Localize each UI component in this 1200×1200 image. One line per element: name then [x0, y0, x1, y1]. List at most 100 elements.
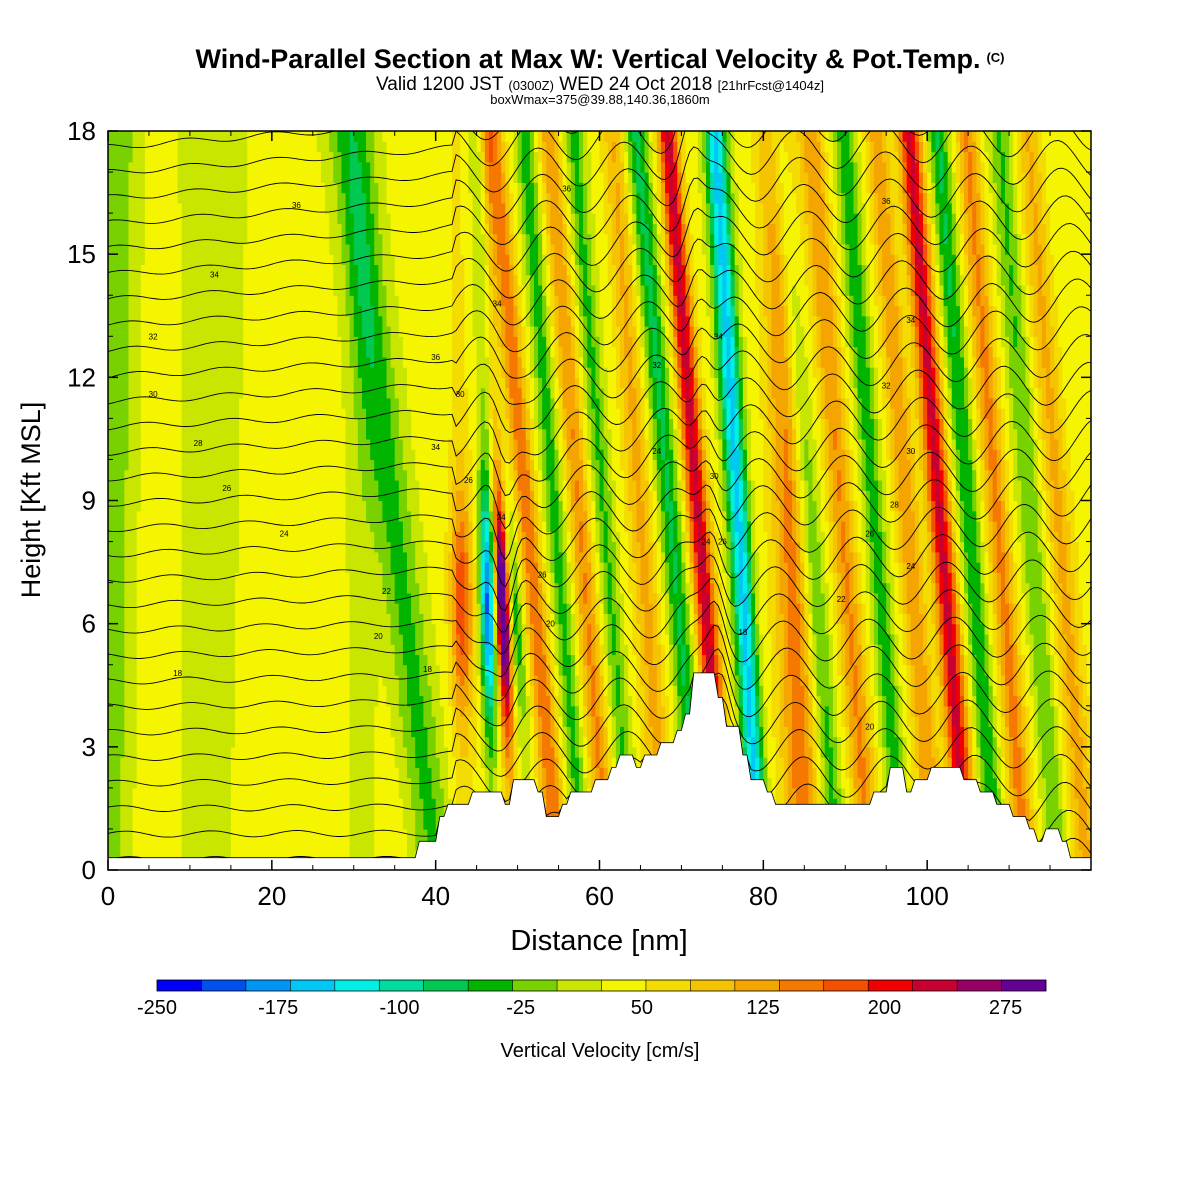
heatmap-cell: [185, 377, 191, 389]
heatmap-cell: [370, 726, 375, 738]
heatmap-cell: [300, 531, 306, 543]
heatmap-cell: [198, 808, 203, 820]
heatmap-cell: [357, 798, 363, 810]
heatmap-cell: [189, 551, 195, 563]
heatmap-cell: [116, 736, 121, 748]
heatmap-cell: [300, 705, 306, 717]
heatmap-cell: [214, 746, 220, 758]
heatmap-cell: [153, 603, 158, 614]
heatmap-cell: [169, 223, 175, 235]
heatmap-cell: [259, 479, 265, 491]
heatmap-cell: [341, 551, 347, 563]
heatmap-cell: [226, 674, 232, 686]
heatmap-cell: [361, 213, 367, 224]
heatmap-cell: [185, 839, 191, 851]
heatmap-cell: [234, 685, 240, 697]
chart-title: Wind-Parallel Section at Max W: Vertical…: [0, 44, 1200, 75]
heatmap-cell: [333, 397, 338, 409]
heatmap-cell: [357, 818, 363, 830]
heatmap-cell: [304, 192, 310, 204]
heatmap-cell: [169, 582, 175, 594]
heatmap-cell: [312, 490, 318, 502]
heatmap-cell: [161, 541, 166, 553]
heatmap-cell: [136, 264, 142, 276]
heatmap-cell: [386, 141, 392, 153]
heatmap-cell: [357, 613, 363, 625]
heatmap-cell: [157, 367, 162, 378]
heatmap-cell: [366, 326, 371, 337]
heatmap-cell: [177, 305, 183, 317]
heatmap-cell: [194, 397, 199, 409]
heatmap-cell: [304, 264, 310, 276]
heatmap-cell: [300, 510, 306, 522]
heatmap-cell: [292, 469, 298, 481]
heatmap-cell: [247, 469, 252, 481]
heatmap-cell: [378, 705, 384, 717]
heatmap-cell: [243, 254, 248, 266]
heatmap-cell: [144, 777, 150, 789]
heatmap-cell: [194, 757, 199, 768]
heatmap-cell: [157, 397, 162, 409]
heatmap-cell: [374, 521, 379, 532]
heatmap-cell: [333, 438, 338, 450]
heatmap-cell: [345, 541, 351, 553]
velocity-heatmap: [108, 131, 1091, 870]
heatmap-cell: [140, 305, 146, 317]
heatmap-cell: [116, 428, 121, 440]
heatmap-cell: [206, 695, 211, 707]
heatmap-cell: [263, 438, 269, 450]
heatmap-cell: [218, 418, 224, 430]
heatmap-cell: [153, 356, 158, 368]
heatmap-cell: [386, 541, 392, 553]
heatmap-cell: [382, 459, 388, 471]
heatmap-cell: [300, 131, 306, 142]
heatmap-cell: [386, 613, 392, 625]
heatmap-cell: [374, 767, 379, 779]
heatmap-cell: [353, 202, 359, 214]
heatmap-cell: [153, 736, 158, 748]
heatmap-cell: [357, 849, 363, 861]
heatmap-cell: [136, 787, 142, 799]
heatmap-cell: [370, 603, 375, 614]
heatmap-cell: [239, 818, 244, 830]
heatmap-cell: [333, 141, 338, 153]
heatmap-cell: [329, 839, 334, 851]
heatmap-cell: [329, 131, 334, 142]
heatmap-cell: [284, 685, 289, 697]
heatmap-cell: [374, 541, 379, 553]
heatmap-cell: [316, 438, 322, 450]
heatmap-cell: [386, 767, 392, 779]
heatmap-cell: [132, 428, 138, 440]
heatmap-cell: [194, 798, 199, 810]
heatmap-cell: [185, 284, 191, 296]
heatmap-cell: [165, 562, 171, 573]
heatmap-cell: [316, 839, 322, 851]
valid-date: WED 24 Oct 2018: [559, 74, 713, 95]
heatmap-cell: [251, 551, 257, 563]
heatmap-cell: [390, 664, 396, 676]
heatmap-cell: [370, 685, 375, 697]
heatmap-cell: [382, 428, 388, 440]
heatmap-cell: [214, 367, 220, 378]
heatmap-cell: [292, 202, 298, 214]
heatmap-cell: [144, 459, 150, 471]
heatmap-cell: [210, 562, 216, 573]
heatmap-cell: [304, 223, 310, 235]
heatmap-cell: [222, 541, 228, 553]
heatmap-cell: [165, 295, 171, 307]
heatmap-cell: [366, 490, 371, 502]
heatmap-cell: [120, 274, 125, 286]
heatmap-cell: [210, 777, 216, 789]
heatmap-cell: [177, 521, 183, 532]
heatmap-cell: [333, 459, 338, 471]
heatmap-cell: [112, 264, 117, 276]
heatmap-cell: [357, 459, 363, 471]
heatmap-cell: [120, 839, 125, 851]
heatmap-cell: [361, 356, 367, 368]
heatmap-cell: [325, 223, 330, 235]
heatmap-cell: [185, 572, 191, 584]
heatmap-cell: [165, 243, 171, 255]
heatmap-cell: [316, 828, 322, 840]
heatmap-cell: [198, 490, 203, 502]
heatmap-cell: [153, 346, 158, 358]
